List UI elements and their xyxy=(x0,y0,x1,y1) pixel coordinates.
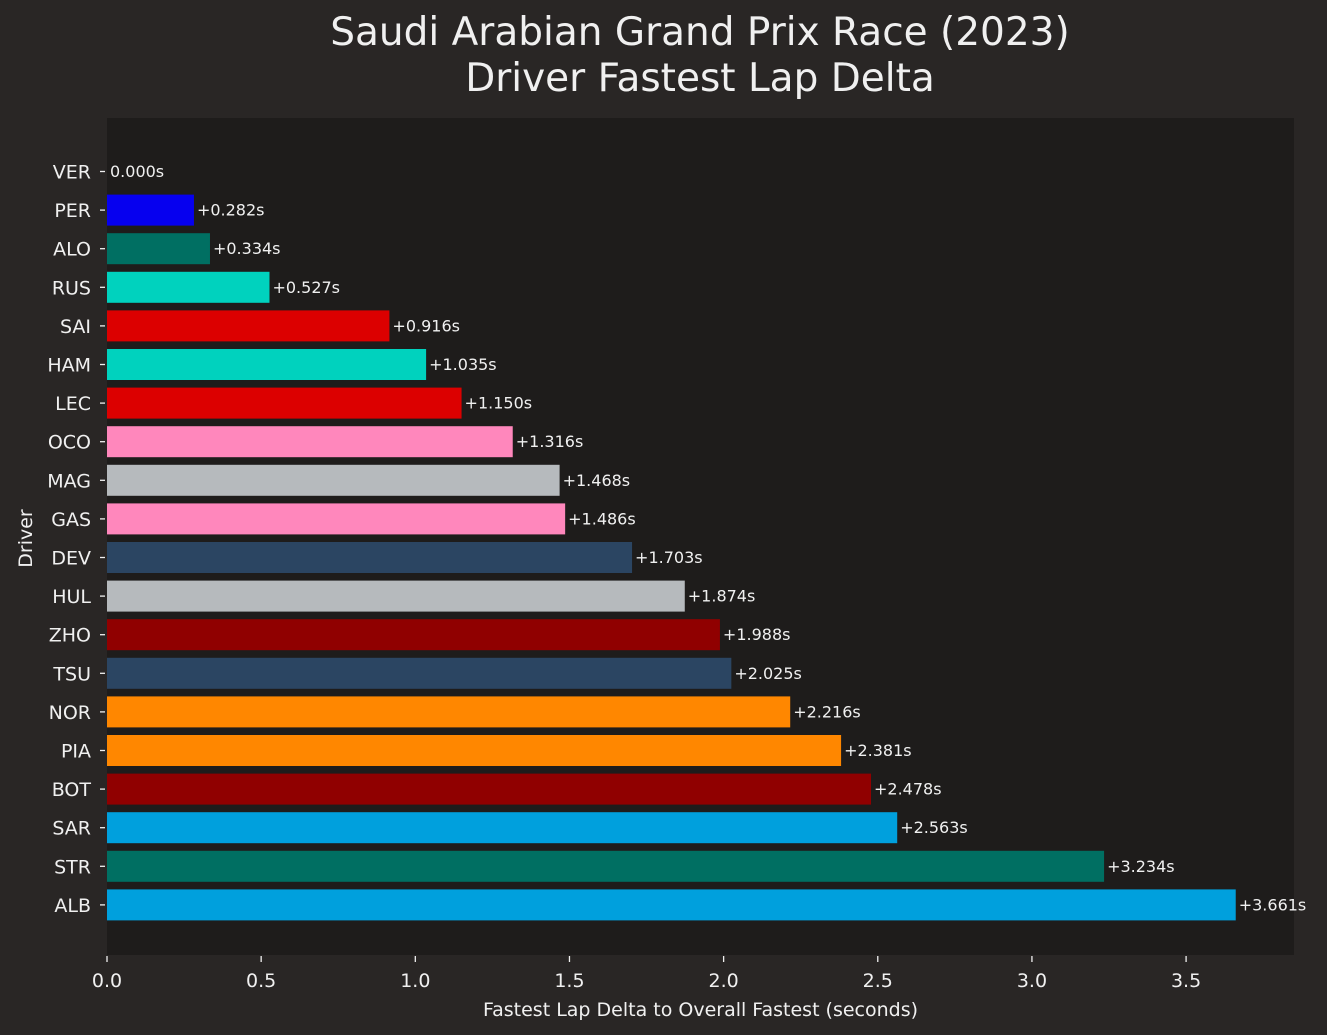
bar-value-label: +0.334s xyxy=(213,239,281,258)
bar-value-label: +3.661s xyxy=(1239,895,1307,914)
bar-sar xyxy=(107,812,898,844)
y-tick-label: VER xyxy=(53,162,91,184)
bar-lec xyxy=(107,387,462,419)
chart-title: Saudi Arabian Grand Prix Race (2023) Dri… xyxy=(330,10,1070,101)
x-axis-label: Fastest Lap Delta to Overall Fastest (se… xyxy=(483,999,918,1021)
bar-bot xyxy=(107,773,871,805)
bar-value-label: +0.916s xyxy=(392,316,460,335)
x-tick-label: 3.5 xyxy=(1171,970,1201,992)
bar-gas xyxy=(107,503,566,535)
bar-value-label: +2.381s xyxy=(844,741,912,760)
bar-value-label: +1.486s xyxy=(568,509,636,528)
y-tick-label: RUS xyxy=(52,277,91,299)
bar-value-label: +1.468s xyxy=(563,471,631,490)
bar-value-label: +2.478s xyxy=(874,780,942,799)
y-tick-label: PIA xyxy=(61,741,91,763)
bar-value-label: +2.025s xyxy=(734,664,802,683)
x-tick-label: 2.0 xyxy=(709,970,739,992)
y-tick-label: HUL xyxy=(52,586,91,608)
bar-value-label: +2.563s xyxy=(900,818,968,837)
bar-nor xyxy=(107,696,791,728)
x-tick-label: 1.0 xyxy=(400,970,430,992)
bar-str xyxy=(107,850,1105,882)
y-tick-label: SAI xyxy=(60,316,91,338)
y-tick-label: PER xyxy=(54,200,91,222)
bar-value-label: +0.527s xyxy=(272,278,340,297)
y-tick-label: OCO xyxy=(48,432,91,454)
bar-rus xyxy=(107,271,270,303)
bar-sai xyxy=(107,310,390,342)
bar-value-label: +1.988s xyxy=(723,625,791,644)
bar-mag xyxy=(107,464,560,496)
bar-value-label: +1.316s xyxy=(516,432,584,451)
bar-per xyxy=(107,194,194,226)
bar-alb xyxy=(107,889,1236,921)
y-axis-label: Driver xyxy=(15,509,37,568)
y-tick-label: GAS xyxy=(51,509,91,531)
bar-value-label: +3.234s xyxy=(1107,857,1175,876)
bar-value-label: +0.282s xyxy=(197,201,265,220)
y-tick-label: DEV xyxy=(51,548,91,570)
y-tick-label: HAM xyxy=(47,355,91,377)
bar-value-label: +1.703s xyxy=(635,548,703,567)
y-tick-label: TSU xyxy=(52,663,91,685)
y-tick-label: NOR xyxy=(49,702,91,724)
bar-ham xyxy=(107,349,427,380)
y-tick-label: MAG xyxy=(47,470,91,492)
bar-alo xyxy=(107,233,210,265)
x-tick-label: 3.0 xyxy=(1017,970,1047,992)
bar-hul xyxy=(107,580,685,612)
bar-value-label: +2.216s xyxy=(793,702,861,721)
x-tick-label: 2.5 xyxy=(863,970,893,992)
bar-value-label: +1.035s xyxy=(429,355,497,374)
bar-pia xyxy=(107,735,842,766)
y-tick-label: ALB xyxy=(54,895,91,917)
bar-tsu xyxy=(107,657,732,689)
bar-value-label: +1.874s xyxy=(688,587,756,606)
bar-dev xyxy=(107,542,633,573)
bar-value-label: +1.150s xyxy=(465,394,533,413)
x-tick-label: 0.5 xyxy=(246,970,276,992)
y-tick-label: ZHO xyxy=(49,625,91,647)
y-tick-label: LEC xyxy=(55,393,91,415)
y-tick-label: ALO xyxy=(53,239,91,261)
y-tick-label: BOT xyxy=(52,779,92,801)
y-tick-label: SAR xyxy=(52,818,91,840)
x-tick-label: 1.5 xyxy=(554,970,584,992)
bar-oco xyxy=(107,426,513,458)
bar-value-label: 0.000s xyxy=(110,162,164,181)
y-tick-label: STR xyxy=(54,856,91,878)
bar-zho xyxy=(107,619,720,651)
x-tick-label: 0.0 xyxy=(92,970,122,992)
